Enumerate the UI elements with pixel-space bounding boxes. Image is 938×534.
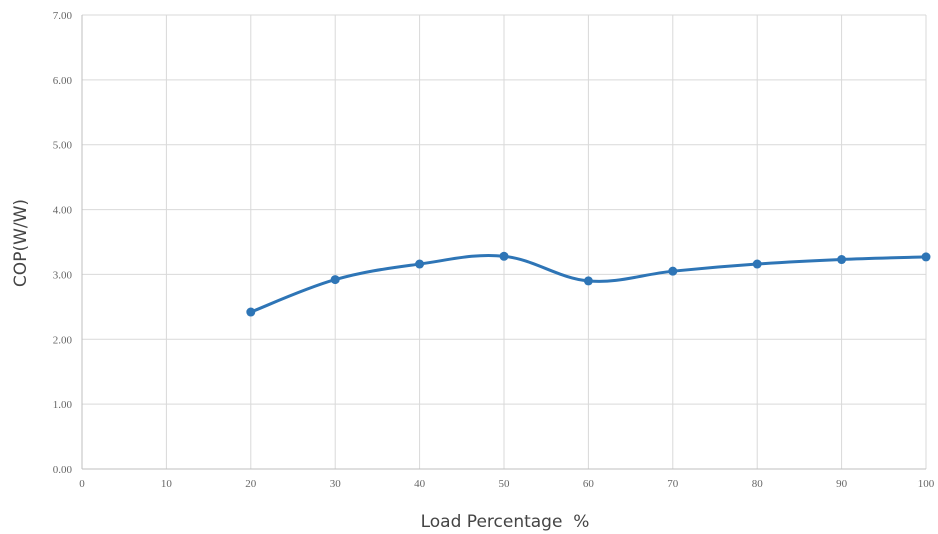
x-tick-label: 30 [330, 478, 342, 490]
x-axis-title: Load Percentage % [421, 512, 590, 532]
x-tick-label: 70 [667, 478, 679, 490]
y-tick-label: 3.00 [53, 269, 73, 281]
data-point [246, 307, 256, 317]
y-tick-label: 7.00 [53, 10, 73, 22]
y-tick-label: 4.00 [53, 205, 73, 217]
y-tick-label: 5.00 [53, 140, 73, 152]
x-tick-label: 40 [414, 478, 426, 490]
x-tick-label: 60 [583, 478, 595, 490]
data-point [668, 266, 678, 276]
data-point [583, 276, 593, 286]
x-tick-label: 50 [499, 478, 511, 490]
grid-layer [82, 14, 927, 469]
series-layer [246, 251, 931, 317]
data-point [752, 259, 762, 269]
y-tick-label: 2.00 [53, 334, 73, 346]
x-tick-label: 90 [836, 478, 848, 490]
x-tick-label: 20 [245, 478, 257, 490]
y-tick-label: 6.00 [53, 75, 73, 87]
data-point [330, 275, 340, 285]
tick-labels: 0 10 20 30 40 50 60 70 80 90 100 0.00 1.00 2.00 3.00 4.… [53, 10, 935, 490]
data-point [499, 251, 509, 261]
x-tick-label: 100 [918, 478, 935, 490]
x-tick-label: 0 [79, 478, 85, 490]
y-tick-label: 1.00 [53, 399, 73, 411]
y-tick-label: 0.00 [53, 464, 73, 476]
y-axis-title: COP(W/W) [11, 199, 31, 287]
x-tick-label: 80 [752, 478, 764, 490]
x-tick-label: 10 [161, 478, 173, 490]
axis-layer [81, 15, 926, 470]
data-point [415, 259, 425, 269]
data-point [921, 252, 931, 262]
data-point [837, 255, 847, 265]
